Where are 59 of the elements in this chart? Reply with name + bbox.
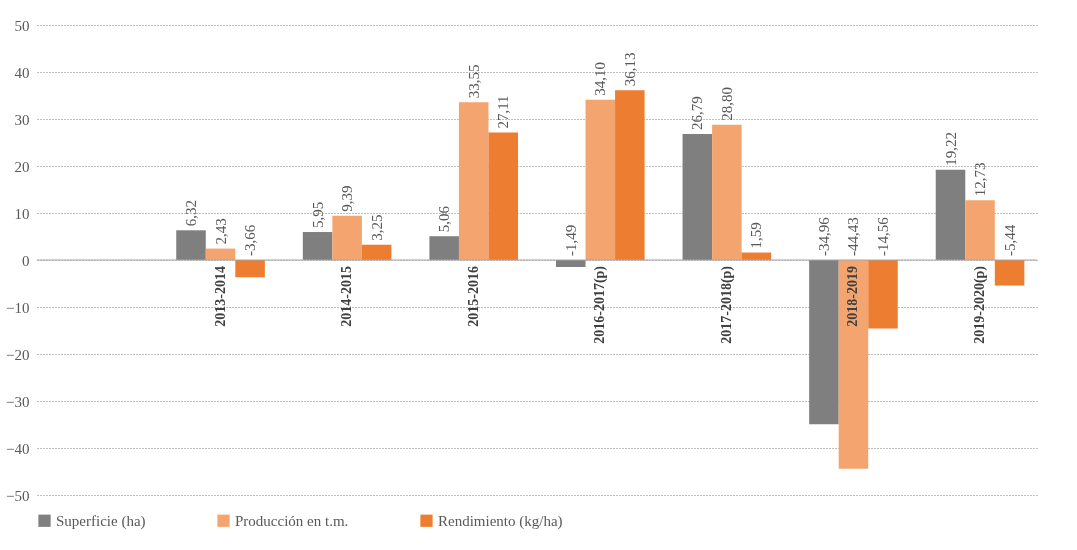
- bar: [712, 124, 742, 260]
- bar: [332, 215, 362, 260]
- data-label: 36,13: [621, 52, 638, 87]
- bar: [838, 260, 869, 469]
- data-label: 19,22: [942, 131, 959, 166]
- data-label: 6,32: [183, 200, 200, 227]
- y-tick-label: 20: [14, 158, 30, 175]
- data-label: 28,80: [718, 86, 735, 121]
- data-label: -1,49: [562, 224, 579, 256]
- data-label: 5,06: [436, 205, 453, 233]
- y-tick-label: −20: [6, 346, 30, 363]
- bar: [429, 236, 459, 260]
- data-label: 26,79: [689, 96, 706, 131]
- bar: [994, 260, 1025, 286]
- x-tick-label: 2018-2019: [845, 266, 861, 327]
- legend-label: Producción en t.m.: [235, 512, 349, 529]
- data-label: 34,10: [592, 61, 609, 96]
- y-tick-label: −50: [6, 487, 30, 504]
- bar: [965, 200, 995, 260]
- x-tick-label: 2019-2020(p): [972, 265, 989, 344]
- data-label: -14,56: [874, 216, 891, 256]
- y-tick-label: 50: [14, 17, 30, 34]
- bar: [585, 99, 616, 260]
- bar: [235, 260, 265, 278]
- legend-label: Rendimiento (kg/ha): [438, 512, 563, 530]
- data-label: -44,43: [845, 217, 862, 256]
- bar: [682, 134, 713, 260]
- data-label: 1,59: [748, 222, 765, 249]
- x-tick-label: 2017-2018(p): [718, 265, 735, 344]
- y-tick-label: 30: [14, 111, 30, 128]
- data-label: 9,39: [339, 185, 356, 212]
- y-tick-label: 40: [14, 64, 30, 81]
- x-tick-label: 2013-2014: [212, 266, 228, 327]
- legend-label: Superficie (ha): [56, 512, 146, 530]
- bar: [361, 244, 392, 260]
- data-label: 33,55: [465, 64, 482, 99]
- data-label: 12,73: [972, 162, 989, 197]
- y-tick-label: −30: [6, 393, 30, 410]
- bar: [302, 232, 333, 260]
- data-label: 5,95: [309, 201, 326, 229]
- y-tick-label: −10: [6, 299, 30, 316]
- y-tick-label: 0: [22, 252, 30, 269]
- bar: [176, 230, 206, 260]
- y-tick-label: 10: [14, 205, 30, 222]
- data-label: 3,25: [368, 214, 385, 241]
- data-label: -34,96: [815, 216, 832, 256]
- bar: [809, 260, 839, 425]
- data-label: -3,66: [242, 224, 259, 256]
- y-tick-label: −40: [6, 440, 30, 457]
- x-tick-label: 2016-2017(p): [592, 265, 609, 344]
- data-label: -5,44: [1001, 224, 1018, 256]
- bar: [458, 102, 489, 260]
- data-label: 27,11: [495, 95, 512, 129]
- x-tick-label: 2015-2016: [465, 266, 481, 327]
- x-tick-label: 2014-2015: [339, 266, 355, 327]
- bar: [488, 132, 519, 260]
- bar: [615, 90, 645, 260]
- bar: [868, 260, 898, 329]
- data-label: 2,43: [212, 218, 229, 245]
